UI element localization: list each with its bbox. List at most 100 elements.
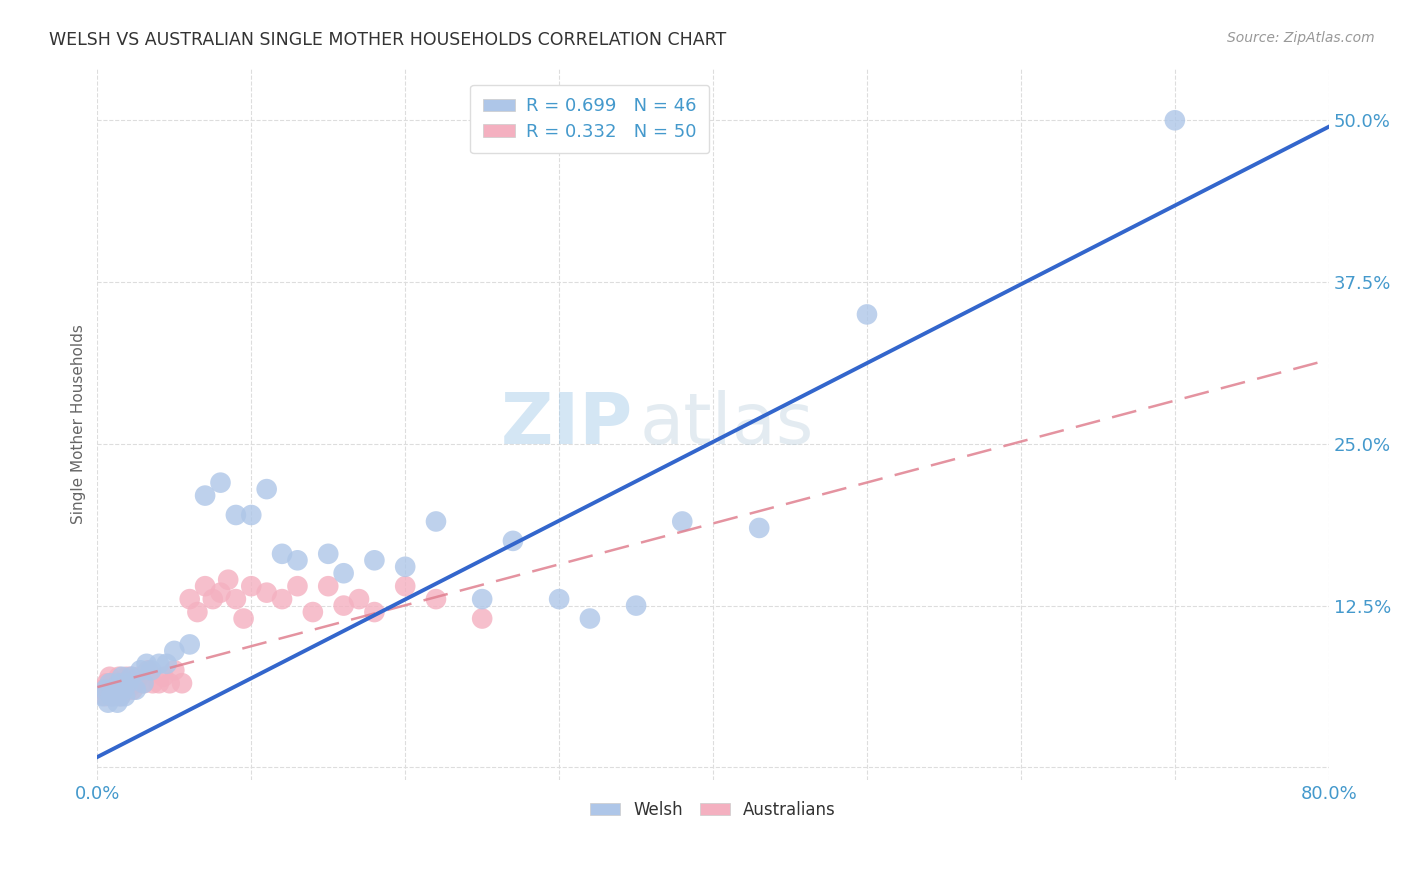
- Point: [201, 592, 224, 607]
- Point: [120, 670, 142, 684]
- Point: [110, 689, 132, 703]
- Point: [548, 592, 571, 607]
- Point: [108, 670, 131, 684]
- Point: [94, 689, 117, 703]
- Point: [425, 592, 447, 607]
- Point: [316, 579, 339, 593]
- Point: [105, 682, 128, 697]
- Point: [170, 676, 193, 690]
- Point: [111, 670, 134, 684]
- Y-axis label: Single Mother Households: Single Mother Households: [72, 325, 86, 524]
- Point: [152, 670, 174, 684]
- Point: [394, 559, 416, 574]
- Point: [502, 533, 524, 548]
- Point: [287, 553, 309, 567]
- Point: [117, 682, 139, 697]
- Point: [118, 676, 141, 690]
- Point: [394, 579, 416, 593]
- Point: [97, 696, 120, 710]
- Point: [100, 689, 122, 703]
- Point: [232, 611, 254, 625]
- Point: [579, 611, 602, 625]
- Point: [179, 592, 201, 607]
- Point: [115, 670, 138, 684]
- Point: [101, 676, 124, 690]
- Point: [141, 663, 163, 677]
- Point: [471, 611, 494, 625]
- Point: [104, 676, 127, 690]
- Point: [240, 579, 263, 593]
- Point: [112, 682, 135, 697]
- Point: [1164, 113, 1187, 128]
- Point: [96, 676, 118, 690]
- Point: [121, 682, 143, 697]
- Point: [209, 585, 232, 599]
- Point: [100, 689, 122, 703]
- Point: [132, 676, 155, 690]
- Point: [125, 676, 148, 690]
- Point: [271, 592, 294, 607]
- Point: [256, 585, 278, 599]
- Point: [98, 670, 121, 684]
- Point: [186, 605, 208, 619]
- Point: [103, 682, 125, 697]
- Point: [114, 689, 136, 703]
- Point: [671, 515, 693, 529]
- Point: [748, 521, 770, 535]
- Point: [163, 644, 186, 658]
- Point: [148, 657, 170, 671]
- Text: ZIP: ZIP: [501, 390, 633, 458]
- Text: atlas: atlas: [640, 390, 814, 458]
- Point: [101, 682, 124, 697]
- Point: [194, 489, 217, 503]
- Point: [347, 592, 370, 607]
- Point: [120, 670, 142, 684]
- Point: [194, 579, 217, 593]
- Point: [271, 547, 294, 561]
- Point: [91, 682, 114, 697]
- Point: [471, 592, 494, 607]
- Point: [163, 663, 186, 677]
- Point: [104, 682, 127, 697]
- Point: [114, 676, 136, 690]
- Point: [624, 599, 647, 613]
- Point: [363, 605, 385, 619]
- Point: [105, 696, 128, 710]
- Point: [332, 566, 354, 581]
- Point: [225, 508, 247, 522]
- Point: [240, 508, 263, 522]
- Point: [159, 676, 181, 690]
- Point: [217, 573, 239, 587]
- Point: [94, 682, 117, 697]
- Point: [179, 637, 201, 651]
- Point: [112, 682, 135, 697]
- Point: [108, 676, 131, 690]
- Point: [136, 663, 159, 677]
- Point: [129, 663, 152, 677]
- Point: [209, 475, 232, 490]
- Point: [225, 592, 247, 607]
- Point: [148, 676, 170, 690]
- Point: [125, 682, 148, 697]
- Point: [117, 676, 139, 690]
- Point: [142, 676, 165, 690]
- Point: [132, 676, 155, 690]
- Text: WELSH VS AUSTRALIAN SINGLE MOTHER HOUSEHOLDS CORRELATION CHART: WELSH VS AUSTRALIAN SINGLE MOTHER HOUSEH…: [49, 31, 727, 49]
- Point: [256, 482, 278, 496]
- Point: [302, 605, 325, 619]
- Point: [97, 682, 120, 697]
- Point: [98, 676, 121, 690]
- Point: [156, 657, 179, 671]
- Point: [856, 307, 879, 321]
- Legend: Welsh, Australians: Welsh, Australians: [583, 794, 842, 825]
- Point: [135, 657, 157, 671]
- Point: [91, 689, 114, 703]
- Point: [287, 579, 309, 593]
- Point: [128, 670, 150, 684]
- Point: [103, 689, 125, 703]
- Point: [332, 599, 354, 613]
- Point: [425, 515, 447, 529]
- Text: Source: ZipAtlas.com: Source: ZipAtlas.com: [1227, 31, 1375, 45]
- Point: [316, 547, 339, 561]
- Point: [111, 676, 134, 690]
